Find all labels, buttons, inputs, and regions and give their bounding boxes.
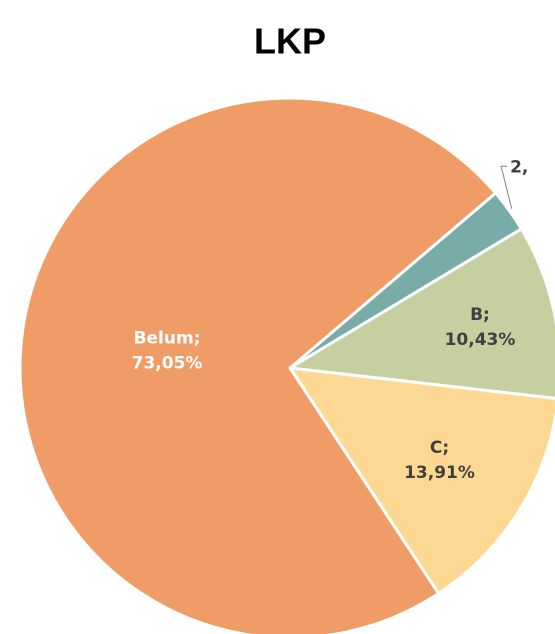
category-label: Belum; — [134, 328, 201, 348]
leader-line — [500, 165, 513, 209]
category-label: B; — [470, 305, 490, 325]
pie-slice — [285, 226, 555, 400]
chart-title: LKP — [254, 21, 326, 62]
data-label: 2, — [510, 157, 528, 177]
data-label: 73,05% — [132, 353, 203, 373]
pie-slice — [18, 96, 498, 634]
data-label: 10,43% — [445, 330, 516, 350]
category-label: C; — [430, 438, 449, 458]
data-label: 13,91% — [404, 463, 475, 483]
